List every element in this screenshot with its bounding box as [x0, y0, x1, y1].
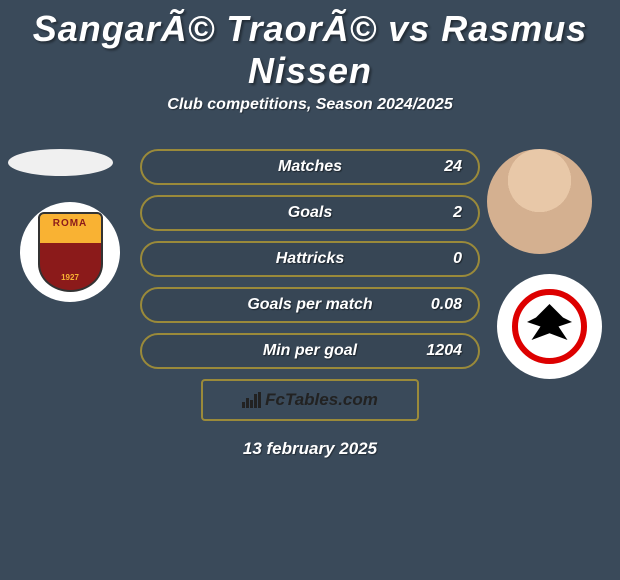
- club-left-badge: ROMA 1927: [20, 202, 120, 302]
- stat-label: Goals: [142, 204, 478, 222]
- stat-value-right: 1204: [426, 342, 462, 360]
- roma-name: ROMA: [40, 218, 101, 229]
- branding-text: FcTables.com: [265, 390, 378, 410]
- stat-label: Matches: [142, 158, 478, 176]
- subtitle: Club competitions, Season 2024/2025: [0, 96, 620, 114]
- roma-year: 1927: [40, 273, 101, 282]
- comparison-card: SangarÃ© TraorÃ© vs Rasmus Nissen Club c…: [0, 0, 620, 384]
- chart-icon: [242, 392, 261, 408]
- stat-row-hattricks: Hattricks 0: [140, 241, 480, 277]
- roma-shield-icon: ROMA 1927: [38, 212, 103, 292]
- stat-row-mpg: Min per goal 1204: [140, 333, 480, 369]
- player-left-avatar: [8, 149, 113, 176]
- stat-value-right: 0: [453, 250, 462, 268]
- content-area: ROMA 1927 Matches 24 Goals 2 Hattricks 0: [0, 144, 620, 384]
- eintracht-ring-icon: [512, 289, 587, 364]
- stat-value-right: 2: [453, 204, 462, 222]
- stat-label: Goals per match: [142, 296, 478, 314]
- stat-row-gpm: Goals per match 0.08: [140, 287, 480, 323]
- stat-value-right: 24: [444, 158, 462, 176]
- page-title: SangarÃ© TraorÃ© vs Rasmus Nissen: [0, 0, 620, 96]
- stat-row-matches: Matches 24: [140, 149, 480, 185]
- stats-column: Matches 24 Goals 2 Hattricks 0 Goals per…: [140, 149, 480, 459]
- date-text: 13 february 2025: [140, 439, 480, 459]
- stat-label: Hattricks: [142, 250, 478, 268]
- player-right-avatar: [487, 149, 592, 254]
- eagle-icon: [527, 304, 572, 349]
- stat-row-goals: Goals 2: [140, 195, 480, 231]
- club-right-badge: [497, 274, 602, 379]
- branding-box[interactable]: FcTables.com: [201, 379, 419, 421]
- stat-value-right: 0.08: [431, 296, 462, 314]
